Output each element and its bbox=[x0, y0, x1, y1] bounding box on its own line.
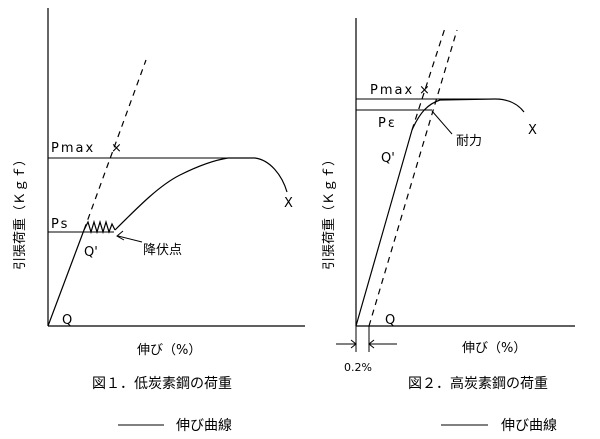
fig2-offset-arrowhead-left bbox=[350, 339, 357, 349]
fig1-yield-arrow-line bbox=[117, 235, 143, 243]
fig2-offset-line bbox=[368, 29, 458, 327]
fig1-yield-zigzag bbox=[83, 219, 116, 235]
fig2-qprime-label: Q' bbox=[381, 151, 395, 166]
fig1-yield-label: 降伏点 bbox=[143, 243, 182, 258]
fig2-pe-label: Pε bbox=[378, 116, 397, 131]
fig2-pmax-label: Pmax bbox=[370, 83, 414, 98]
fig2-ylabel: 引張荷重（Ｋｇｆ） bbox=[321, 153, 337, 270]
figure-1: 引張荷重（Ｋｇｆ） 伸び（%） Pmax × Ps X Q Q' 降伏点 図１．… bbox=[12, 8, 305, 434]
fig1-dashed-extension bbox=[83, 59, 147, 231]
fig2-proof-pointer bbox=[431, 110, 453, 135]
fig1-caption: 図１．低炭素鋼の荷重 bbox=[92, 376, 232, 392]
fig2-caption: 図２．高炭素鋼の荷重 bbox=[408, 375, 548, 392]
fig1-pmax-label: Pmax bbox=[51, 141, 95, 156]
fig1-qprime-label: Q' bbox=[84, 245, 98, 260]
fig2-elastic-line bbox=[355, 129, 413, 327]
fig2-fracture-mark: X bbox=[528, 123, 537, 138]
figure-2: 引張荷重（Ｋｇｆ） 伸び（%） Pmax × Pε X Q Q' 耐力 bbox=[321, 18, 575, 434]
fig2-legend-label: 伸び曲線 bbox=[501, 418, 557, 434]
fig1-q-label: Q bbox=[62, 313, 72, 328]
fig1-ps-label: Ps bbox=[51, 217, 69, 232]
fig1-curve bbox=[114, 157, 288, 231]
fig1-elastic-line bbox=[47, 229, 85, 327]
fig2-xlabel: 伸び（%） bbox=[462, 341, 526, 356]
fig2-pmax-x-mark: × bbox=[419, 83, 430, 98]
fig1-pmax-x-mark: × bbox=[111, 141, 122, 156]
fig2-offset-label: 0.2% bbox=[344, 361, 372, 374]
fig1-ylabel: 引張荷重（Ｋｇｆ） bbox=[12, 153, 28, 270]
fig2-dashed-extension bbox=[411, 27, 446, 131]
fig2-offset-arrowhead-right bbox=[368, 339, 375, 349]
fig2-q-label: Q bbox=[385, 313, 395, 328]
fig1-yield-arrow-head bbox=[116, 230, 125, 241]
fig1-legend-label: 伸び曲線 bbox=[176, 418, 232, 434]
fig1-xlabel: 伸び（%） bbox=[137, 343, 201, 358]
fig2-curve bbox=[411, 98, 525, 131]
fig1-fracture-mark: X bbox=[284, 196, 293, 211]
fig2-proof-label: 耐力 bbox=[456, 134, 482, 149]
